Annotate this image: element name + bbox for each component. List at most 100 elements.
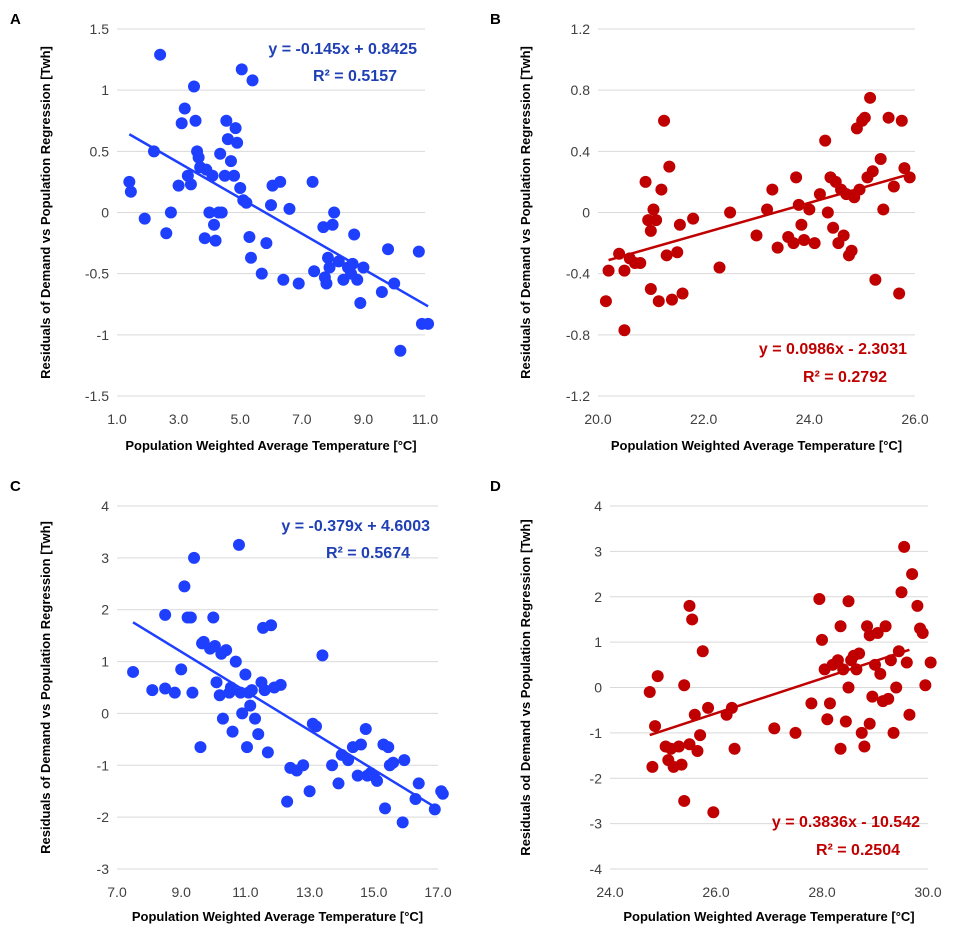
data-point xyxy=(898,540,911,553)
data-point xyxy=(798,234,811,247)
data-point xyxy=(805,697,818,710)
data-point xyxy=(214,147,227,160)
data-point xyxy=(308,265,321,278)
data-point xyxy=(231,136,244,149)
data-point xyxy=(771,241,784,254)
data-point xyxy=(239,668,252,681)
y-axis-label: Residuals of Demand vs Population Regres… xyxy=(38,521,53,854)
data-point xyxy=(903,708,916,721)
data-point xyxy=(379,802,392,815)
data-point xyxy=(220,114,233,127)
data-point xyxy=(216,712,229,725)
x-tick-label: 15.0 xyxy=(360,884,387,900)
data-point xyxy=(644,282,657,295)
panel-d: D 4 3 2 1 0 -1 -2 -3 -4 24.0 26.0 28.0 30.0Population… xyxy=(490,478,942,924)
data-point xyxy=(154,48,167,61)
data-point xyxy=(244,699,257,712)
data-point xyxy=(326,759,339,772)
y-tick-label: 0.8 xyxy=(571,82,591,98)
r-squared: R² = 0.5674 xyxy=(326,545,410,562)
data-point xyxy=(864,91,877,104)
data-point xyxy=(842,681,855,694)
data-point xyxy=(332,255,345,268)
data-point xyxy=(839,715,852,728)
data-point xyxy=(310,720,323,733)
data-point xyxy=(652,295,665,308)
data-point xyxy=(175,663,188,676)
data-point xyxy=(164,206,177,219)
r-squared: R² = 0.2792 xyxy=(803,369,887,386)
x-tick-label: 30.0 xyxy=(914,884,941,900)
data-point xyxy=(210,676,223,689)
data-point xyxy=(790,171,803,184)
data-point xyxy=(766,183,779,196)
panel-letter: A xyxy=(10,11,21,28)
data-point xyxy=(803,203,816,216)
data-point xyxy=(123,175,136,188)
y-axis-label: Residuals of Demand vs Population Regres… xyxy=(518,46,533,379)
data-point xyxy=(317,221,330,234)
data-point xyxy=(412,777,425,790)
data-point xyxy=(787,237,800,250)
x-tick-label: 13.0 xyxy=(296,884,323,900)
data-point xyxy=(924,656,937,669)
data-point xyxy=(246,74,259,87)
data-point xyxy=(855,726,868,739)
data-point xyxy=(895,114,908,127)
y-tick-label: 3 xyxy=(101,550,109,566)
data-point xyxy=(208,218,221,231)
data-point xyxy=(869,273,882,286)
x-tick-label: 7.0 xyxy=(107,884,127,900)
data-point xyxy=(866,165,879,178)
data-point xyxy=(866,690,879,703)
regression-equation: y = 0.3836x - 10.542 xyxy=(772,814,920,831)
data-point xyxy=(371,774,384,787)
data-point xyxy=(387,756,400,769)
x-tick-label: 28.0 xyxy=(808,884,835,900)
data-point xyxy=(226,725,239,738)
data-point xyxy=(124,185,137,198)
y-tick-label: -0.5 xyxy=(85,266,109,282)
data-point xyxy=(879,620,892,633)
data-point xyxy=(874,667,887,680)
data-point xyxy=(332,777,345,790)
data-point xyxy=(316,649,329,662)
x-axis-label: Population Weighted Average Temperature … xyxy=(623,909,914,924)
y-tick-label: 4 xyxy=(594,498,602,514)
data-point xyxy=(618,324,631,337)
data-point xyxy=(887,180,900,193)
data-point xyxy=(599,295,612,308)
data-point xyxy=(229,655,242,668)
data-point xyxy=(146,684,159,697)
panel-a: A 1.5 1 0.5 0 -0.5 -1 -1.5 1.0 3.0 5.0 7.0 9.0 11.0 Po… xyxy=(10,11,438,453)
regression-equation: y = -0.379x + 4.6003 xyxy=(281,518,430,535)
y-axis-label: Residuals of Demand vs Population Regres… xyxy=(38,46,53,379)
data-point xyxy=(215,206,228,219)
data-point xyxy=(209,234,222,247)
trendline xyxy=(132,621,439,811)
x-tick-label: 24.0 xyxy=(796,411,823,427)
trendline xyxy=(608,174,905,262)
data-point xyxy=(292,277,305,290)
data-point xyxy=(665,293,678,306)
data-point xyxy=(823,697,836,710)
data-point xyxy=(683,599,696,612)
data-point xyxy=(728,742,741,755)
data-point xyxy=(198,232,211,245)
data-point xyxy=(842,595,855,608)
data-point xyxy=(303,785,316,798)
data-point xyxy=(819,134,832,147)
data-point xyxy=(919,679,932,692)
y-tick-label: -1 xyxy=(590,725,603,741)
data-point xyxy=(649,720,662,733)
y-tick-label: 0 xyxy=(101,705,109,721)
data-point xyxy=(274,678,287,691)
r-squared: R² = 0.5157 xyxy=(313,68,397,85)
data-point xyxy=(258,684,271,697)
data-point xyxy=(138,212,151,225)
y-tick-label: -1.2 xyxy=(566,388,590,404)
x-axis-label: Population Weighted Average Temperature … xyxy=(132,909,423,924)
data-point xyxy=(326,218,339,231)
y-tick-label: 0.4 xyxy=(571,143,591,159)
data-point xyxy=(906,568,919,581)
